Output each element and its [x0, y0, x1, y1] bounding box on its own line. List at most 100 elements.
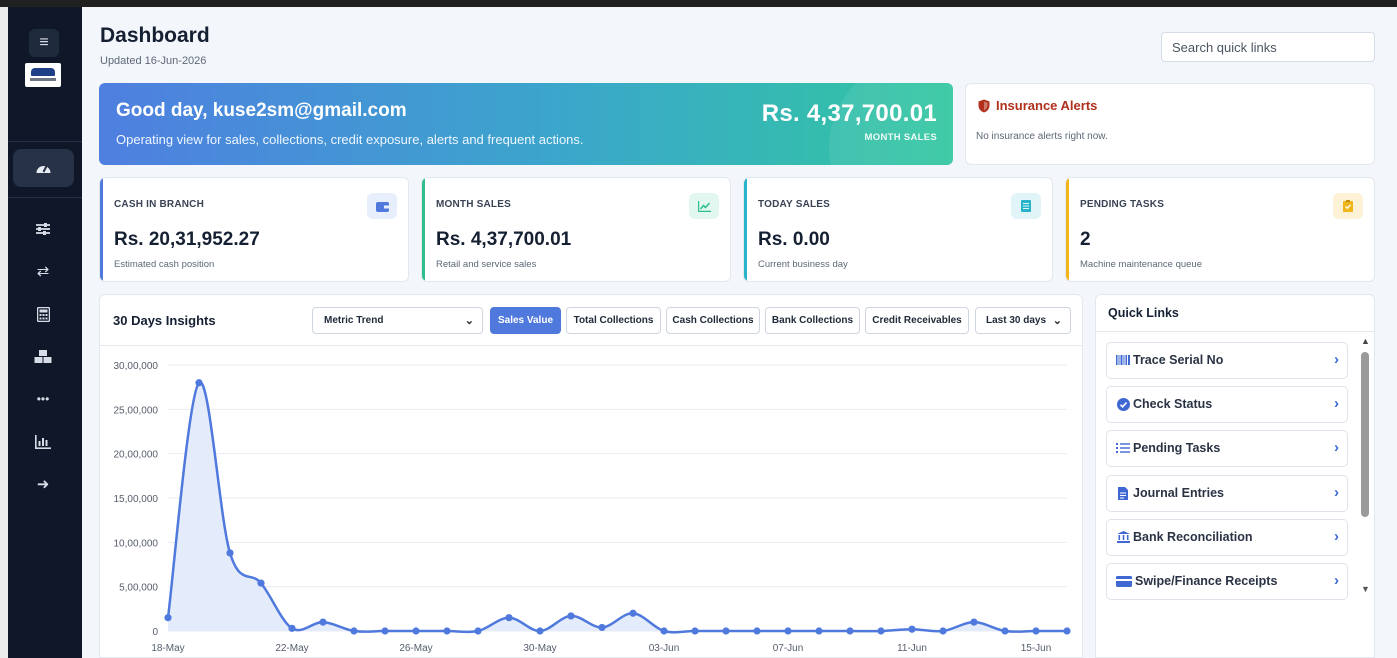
month-sales-label: MONTH SALES — [864, 132, 937, 143]
sidebar-divider — [8, 141, 82, 142]
data-point — [598, 623, 606, 632]
scrollbar-thumb[interactable] — [1361, 352, 1369, 517]
y-tick-label: 5,00,000 — [119, 583, 158, 594]
data-point — [505, 614, 513, 622]
metric-select-value: Metric Trend — [324, 315, 384, 326]
sliders-icon[interactable] — [27, 215, 59, 243]
alerts-message: No insurance alerts right now. — [976, 131, 1108, 142]
quick-link-label: Check Status — [1133, 397, 1213, 411]
data-point — [567, 612, 575, 620]
sidebar-divider — [8, 197, 82, 198]
tab-credit-receivables[interactable]: Credit Receivables — [865, 307, 969, 334]
y-tick-label: 15,00,000 — [114, 494, 159, 505]
banner-subtitle: Operating view for sales, collections, c… — [116, 132, 584, 147]
task-list-icon — [1116, 441, 1130, 455]
bank-icon — [1116, 530, 1130, 544]
data-point — [164, 614, 172, 622]
x-tick-label: 15-Jun — [1021, 643, 1052, 654]
tab-total-collections[interactable]: Total Collections — [566, 307, 661, 334]
stat-label: TODAY SALES — [758, 199, 831, 210]
stat-value: Rs. 4,37,700.01 — [436, 229, 572, 250]
quick-link-swipe-finance-receipts[interactable]: Swipe/Finance Receipts › — [1106, 563, 1348, 600]
data-point — [536, 627, 544, 635]
check-circle-icon — [1116, 397, 1130, 411]
quick-link-journal-entries[interactable]: Journal Entries › — [1106, 475, 1348, 512]
panel-divider — [100, 345, 1082, 346]
document-icon — [1116, 486, 1130, 500]
chevron-right-icon: › — [1334, 572, 1339, 589]
card-icon — [1116, 574, 1132, 588]
data-point — [474, 627, 482, 635]
boxes-icon[interactable] — [27, 342, 59, 370]
quick-link-pending-tasks[interactable]: Pending Tasks › — [1106, 430, 1348, 467]
quick-link-trace-serial-no[interactable]: Trace Serial No › — [1106, 342, 1348, 379]
car-logo[interactable] — [25, 63, 61, 87]
quick-link-bank-reconciliation[interactable]: Bank Reconciliation › — [1106, 519, 1348, 556]
stat-subtitle: Retail and service sales — [436, 259, 537, 270]
data-point — [970, 618, 978, 626]
calculator-icon[interactable] — [27, 300, 59, 328]
stat-value: Rs. 20,31,952.27 — [114, 229, 260, 250]
range-select-value: Last 30 days — [986, 315, 1047, 326]
scroll-up-arrow-icon[interactable]: ▲ — [1361, 336, 1370, 346]
search-input[interactable] — [1161, 32, 1375, 62]
y-tick-label: 25,00,000 — [114, 405, 159, 416]
y-tick-label: 10,00,000 — [114, 538, 159, 549]
bar-chart-icon[interactable] — [27, 428, 59, 456]
y-tick-label: 30,00,000 — [114, 361, 159, 372]
panel-divider — [1096, 331, 1374, 332]
insights-title: 30 Days Insights — [113, 313, 216, 328]
stat-subtitle: Current business day — [758, 259, 848, 270]
data-point — [691, 627, 699, 635]
x-tick-label: 03-Jun — [649, 643, 680, 654]
chevron-right-icon: › — [1334, 439, 1339, 456]
window-left-border — [0, 7, 8, 658]
chevron-right-icon: › — [1334, 395, 1339, 412]
data-point — [753, 627, 761, 635]
window-top-border — [0, 0, 1397, 7]
logout-icon[interactable]: ➜ — [36, 476, 50, 493]
data-point — [195, 379, 203, 387]
x-tick-label: 11-Jun — [897, 643, 927, 654]
transfer-icon[interactable]: ⇄ — [36, 263, 50, 280]
range-select[interactable]: Last 30 days ⌄ — [975, 307, 1071, 334]
data-point — [815, 627, 823, 635]
stat-card-pending-tasks: PENDING TASKS 2 Machine maintenance queu… — [1065, 177, 1375, 282]
speedometer-icon[interactable] — [13, 149, 74, 187]
data-point — [350, 627, 358, 635]
tab-cash-collections[interactable]: Cash Collections — [666, 307, 760, 334]
stat-accent — [1066, 178, 1069, 281]
hamburger-icon[interactable]: ≡ — [29, 29, 59, 57]
quick-link-label: Swipe/Finance Receipts — [1135, 574, 1278, 588]
month-sales-amount: Rs. 4,37,700.01 — [761, 100, 937, 127]
data-point — [1032, 627, 1040, 635]
chevron-right-icon: › — [1334, 528, 1339, 545]
data-point — [908, 625, 916, 633]
trend-up-icon — [689, 193, 719, 219]
stat-accent — [422, 178, 425, 281]
updated-date: Updated 16-Jun-2026 — [100, 55, 207, 67]
y-tick-label: 0 — [152, 627, 158, 638]
metric-select[interactable]: Metric Trend ⌄ — [312, 307, 483, 334]
sidebar: ≡ ⇄ ••• ➜ — [8, 7, 82, 658]
quick-link-label: Bank Reconciliation — [1133, 530, 1253, 544]
scroll-down-arrow-icon[interactable]: ▼ — [1361, 584, 1370, 594]
stat-value: 2 — [1080, 229, 1091, 250]
data-point — [381, 627, 389, 635]
quick-link-check-status[interactable]: Check Status › — [1106, 386, 1348, 423]
tab-sales-value[interactable]: Sales Value — [490, 307, 561, 334]
more-icon[interactable]: ••• — [36, 392, 50, 406]
x-tick-label: 30-May — [523, 643, 556, 654]
banner-decoration — [829, 83, 953, 165]
quick-link-label: Pending Tasks — [1133, 441, 1221, 455]
sales-trend-chart: 0 5,00,000 10,00,000 15,00,000 20,00,000 25,0… — [114, 361, 1071, 654]
clipboard-check-icon — [1333, 193, 1363, 219]
tab-bank-collections[interactable]: Bank Collections — [765, 307, 860, 334]
data-point — [412, 627, 420, 635]
stat-label: PENDING TASKS — [1080, 199, 1165, 210]
quick-links-title: Quick Links — [1108, 306, 1179, 320]
quick-link-label: Journal Entries — [1133, 486, 1224, 500]
x-tick-label: 18-May — [151, 643, 184, 654]
x-tick-label: 22-May — [275, 643, 308, 654]
quick-links-panel: Quick Links Trace Serial No › Check Stat… — [1095, 294, 1375, 658]
